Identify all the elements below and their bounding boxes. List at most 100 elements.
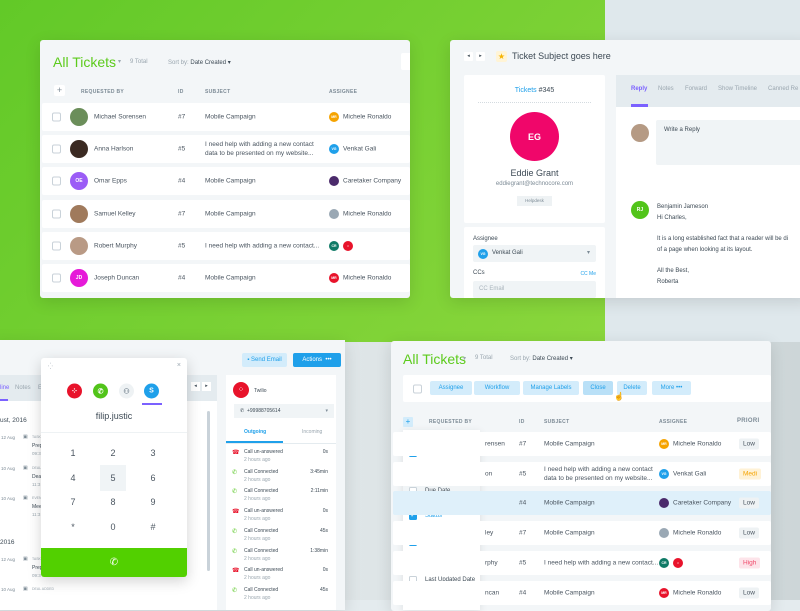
title-dropdown-icon[interactable]: ▾ — [463, 356, 467, 362]
dial-key[interactable]: 3 — [150, 448, 156, 458]
table-row[interactable]: rensen #7 Low Mobile Campaign MR Michele Rona… — [393, 432, 771, 456]
tickets-link[interactable]: Tickets — [514, 87, 537, 94]
table-row[interactable]: Samuel Kelley #7 Mobile Campaign Michele Ro… — [42, 199, 410, 228]
timeline-item[interactable]: 10 Aug ▣ DEAL ADDED — [0, 586, 190, 610]
call-button[interactable]: ✆ — [41, 548, 187, 577]
column-header-subject[interactable]: SUBJECT — [205, 89, 231, 95]
scrollbar[interactable] — [207, 411, 210, 571]
more-button[interactable]: More ••• — [652, 381, 691, 395]
add-column-button[interactable]: + — [403, 417, 413, 427]
row-checkbox[interactable] — [52, 144, 61, 154]
star-icon[interactable]: ★ — [496, 51, 507, 62]
dial-key[interactable]: 2 — [110, 448, 116, 458]
dial-key[interactable]: 0 — [110, 521, 116, 532]
timeline-item[interactable]: 10 Aug ▣ DEAL Dea 11:3 — [0, 465, 190, 493]
prev-button[interactable]: ◂ — [191, 382, 200, 391]
call-log-item[interactable]: ✆ Call Connected 2 hours ago 3:45min — [232, 468, 328, 487]
dial-key[interactable]: # — [150, 521, 156, 532]
next-button[interactable]: ▸ — [202, 382, 211, 391]
sort-dropdown[interactable]: Sort by: Date Created ▾ — [510, 356, 573, 362]
view-toggle-button[interactable] — [401, 53, 410, 70]
phone-app-icon[interactable]: ✆ — [93, 383, 108, 399]
next-ticket-button[interactable]: ▸ — [476, 52, 485, 61]
column-header-assignee[interactable]: ASSIGNEE — [659, 419, 688, 425]
cc-me-link[interactable]: CC Me — [580, 271, 596, 277]
delete-button[interactable]: Delete — [617, 381, 647, 395]
select-all-checkbox[interactable] — [413, 384, 422, 393]
call-log-item[interactable]: ☎ Call un-answered 2 hours ago 0s — [232, 507, 328, 526]
tab-incoming[interactable]: Incoming — [302, 429, 323, 435]
manage-labels-button[interactable]: Manage Labels — [523, 381, 579, 395]
row-checkbox[interactable] — [52, 176, 61, 186]
table-row[interactable]: rphy #5 High I need help with adding a new … — [393, 550, 771, 575]
column-header-subject[interactable]: SUBJECT — [544, 419, 570, 425]
call-log-item[interactable]: ✆ Call Connected 2 hours ago 45s — [232, 527, 328, 546]
row-checkbox[interactable] — [52, 209, 61, 219]
table-row[interactable]: JD Joseph Duncan #4 Mobile Campaign MR Michel… — [42, 264, 410, 292]
close-button[interactable]: Close — [583, 381, 613, 395]
subject-line: data to be presented on my website... — [544, 474, 653, 482]
call-log-item[interactable]: ☎ Call un-answered 2 hours ago 0s — [232, 448, 328, 467]
call-log-item[interactable]: ✆ Call Connected 2 hours ago 1:38min — [232, 547, 328, 566]
tab-timeline[interactable]: line — [0, 385, 10, 391]
cc-email-input[interactable]: CC Email — [473, 281, 596, 298]
column-header-id[interactable]: ID — [178, 89, 184, 95]
assignee-select[interactable]: VG Venkat Gali ▾ — [473, 245, 596, 262]
dial-key[interactable]: 5 — [100, 464, 126, 491]
close-icon[interactable]: × — [176, 362, 181, 369]
dial-key[interactable]: 4 — [70, 472, 76, 483]
column-header-priority[interactable]: PRIORI — [737, 418, 760, 424]
reply-input[interactable]: Write a Reply — [656, 120, 800, 165]
call-log-item[interactable]: ✆ Call Connected 2 hours ago 45s — [232, 586, 328, 605]
tab-notes[interactable]: Notes — [15, 385, 31, 391]
workflow-button[interactable]: Workflow — [474, 381, 520, 395]
column-header-requested-by[interactable]: REQUESTED BY — [429, 419, 473, 425]
call-log-item[interactable]: ✆ Call Connected 2 hours ago 2:11min — [232, 487, 328, 506]
table-row[interactable]: ncan #4 Low Mobile Campaign MR Michele Ronald… — [393, 580, 771, 605]
dial-key[interactable]: 8 — [110, 497, 116, 507]
timeline-item[interactable]: 12 Aug ▣ TASK Prep 09:3 — [0, 434, 190, 462]
send-email-button[interactable]: ▪ Send Email — [242, 353, 287, 367]
tab-forward[interactable]: Forward — [685, 86, 708, 92]
tab-outgoing[interactable]: Outgoing — [244, 429, 267, 435]
column-header-requested-by[interactable]: REQUESTED BY — [81, 89, 125, 95]
row-checkbox[interactable] — [52, 241, 61, 251]
tab-show-timeline[interactable]: Show Timeline — [718, 86, 758, 92]
dial-key[interactable]: 6 — [150, 472, 156, 483]
tab-notes[interactable]: Notes — [658, 86, 674, 92]
dial-key[interactable]: 7 — [70, 497, 76, 507]
ticket-id: #4 — [519, 499, 527, 507]
tab-reply[interactable]: Reply — [631, 86, 648, 92]
assignee-button[interactable]: Assignee — [430, 381, 472, 395]
dial-key[interactable]: 1 — [70, 448, 76, 458]
dial-key[interactable]: * — [71, 521, 75, 532]
dial-key[interactable]: 9 — [150, 497, 156, 507]
tab-email[interactable]: E — [38, 385, 43, 391]
row-checkbox[interactable] — [52, 273, 61, 283]
prev-ticket-button[interactable]: ◂ — [464, 52, 473, 61]
helpdesk-tag[interactable]: Helpdesk — [517, 196, 552, 206]
title-dropdown-icon[interactable]: ▾ — [118, 59, 122, 65]
tab-canned-re[interactable]: Canned Re — [768, 86, 799, 92]
table-row[interactable]: Robert Murphy #5 I need help with adding a… — [42, 231, 410, 260]
phone-select[interactable]: ✆ +99988705614 ▾ — [234, 404, 334, 418]
sort-dropdown[interactable]: Sort by: Date Created ▾ — [168, 60, 231, 66]
column-header-assignee[interactable]: ASSIGNEE — [329, 89, 358, 95]
column-header-id[interactable]: ID — [519, 419, 525, 425]
row-checkbox[interactable] — [52, 112, 61, 122]
timeline-item[interactable]: 10 Aug ▣ EVEN Mee 11:3 — [0, 495, 190, 523]
table-row[interactable]: #4 Low Mobile Campaign Caretaker Company — [393, 491, 771, 516]
table-row[interactable]: Michael Sorensen #7 Mobile Campaign MR Miche… — [42, 103, 410, 131]
timeline-item[interactable]: 12 Aug ▣ TASK Prep 09:3 — [0, 556, 190, 584]
table-row[interactable]: OE Omar Epps #4 Mobile Campaign Caretaker Co… — [42, 167, 410, 196]
add-column-button[interactable]: + — [54, 85, 65, 96]
actions-button[interactable]: Actions ••• — [293, 353, 341, 367]
call-log-item[interactable]: ☎ Call un-answered 2 hours ago 0s — [232, 566, 328, 585]
group-icon[interactable]: ⚇ — [119, 383, 134, 399]
table-row[interactable]: ley #7 Low Mobile Campaign Michele Ronaldo — [393, 521, 771, 546]
twilio-icon[interactable]: ⁘ — [67, 383, 82, 399]
table-row[interactable]: on #5 Medi I need help with adding a new co… — [393, 461, 771, 486]
table-row[interactable]: Anna Harlson #5 I need help with adding a … — [42, 135, 410, 164]
drag-handle-icon[interactable]: ⁛ — [48, 364, 53, 370]
skype-icon[interactable]: S — [144, 383, 159, 399]
